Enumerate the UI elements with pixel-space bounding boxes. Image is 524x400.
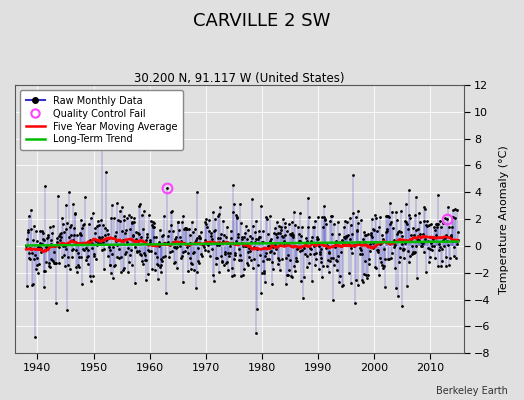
Text: CARVILLE 2 SW: CARVILLE 2 SW <box>193 12 331 30</box>
Y-axis label: Temperature Anomaly (°C): Temperature Anomaly (°C) <box>499 145 509 294</box>
Title: 30.200 N, 91.117 W (United States): 30.200 N, 91.117 W (United States) <box>134 72 345 85</box>
Text: Berkeley Earth: Berkeley Earth <box>436 386 508 396</box>
Legend: Raw Monthly Data, Quality Control Fail, Five Year Moving Average, Long-Term Tren: Raw Monthly Data, Quality Control Fail, … <box>20 90 183 150</box>
